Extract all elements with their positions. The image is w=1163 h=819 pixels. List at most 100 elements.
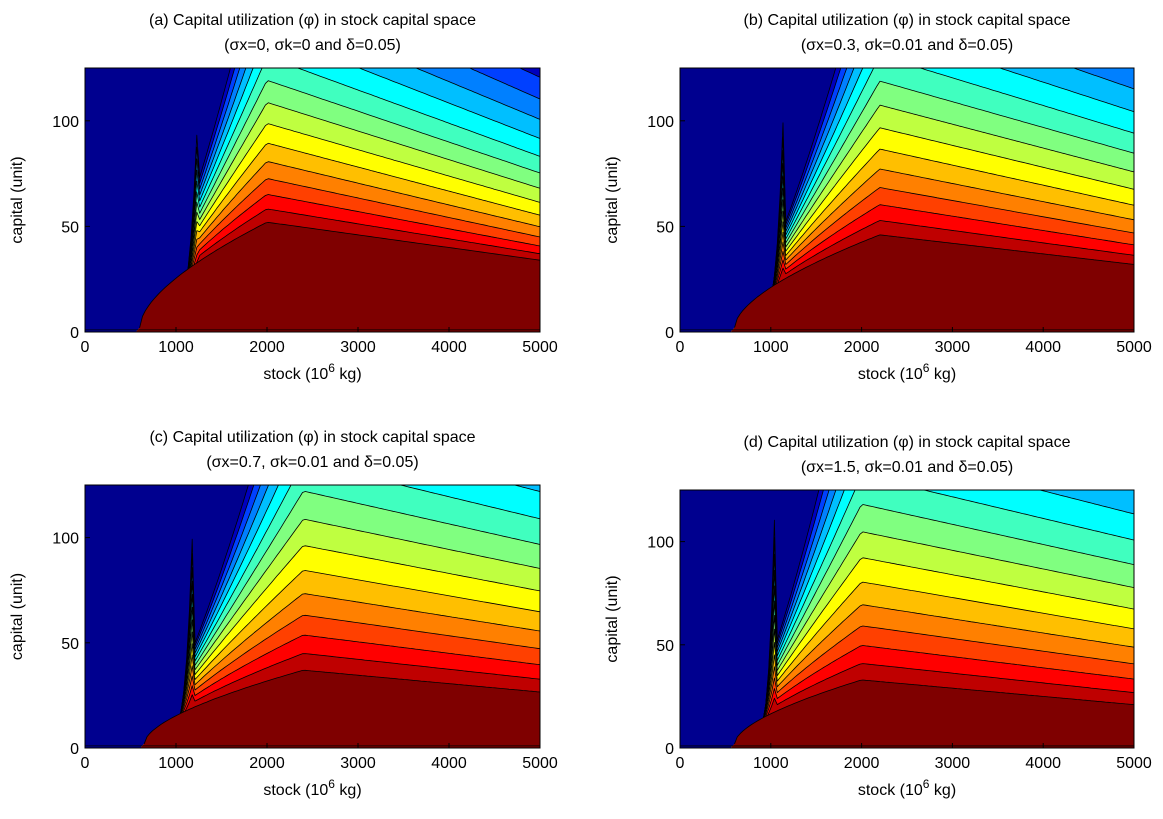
y-tick-label: 50 (656, 219, 674, 236)
contour-line-5 (734, 581, 1134, 745)
y-tick-label: 0 (70, 741, 79, 758)
chart-title: (d) Capital utilization (φ) in stock cap… (744, 434, 1071, 451)
contour-line-6 (734, 127, 1134, 329)
contour-line-7 (144, 519, 540, 745)
panel-b: 0 1000 2000 3000 4000 5000 0 50 100 (b) Capital u… (604, 12, 1152, 383)
chart-title: (a) Capital utilization (φ) in stock cap… (149, 12, 476, 29)
y-tick-label: 50 (61, 219, 79, 236)
x-tick-label: 5000 (522, 339, 558, 356)
contour-plot-area (85, 68, 540, 332)
contour-line-0 (139, 222, 540, 328)
contour-line-6 (144, 545, 540, 745)
x-tick-label: 5000 (522, 755, 558, 772)
x-tick-label: 5000 (1116, 755, 1152, 772)
x-tick-label: 2000 (249, 339, 285, 356)
contour-line-10 (139, 68, 540, 329)
x-tick-label: 0 (676, 755, 685, 772)
contour-line-8 (139, 80, 540, 329)
x-tick-label: 2000 (249, 755, 285, 772)
x-tick-label: 1000 (158, 755, 194, 772)
y-tick-label: 0 (70, 325, 79, 342)
x-tick-label: 1000 (158, 339, 194, 356)
x-tick-label: 4000 (431, 339, 467, 356)
contour-band-0 (730, 234, 1134, 332)
contour-line-11 (139, 68, 540, 329)
contour-line-6 (139, 123, 540, 329)
x-axis-label: stock (106 kg) (858, 777, 956, 799)
y-axis-label: capital (unit) (604, 156, 621, 243)
contour-line-2 (734, 645, 1134, 745)
contour-line-10 (734, 68, 1134, 329)
y-tick-label: 100 (52, 531, 79, 548)
contour-band-0 (730, 680, 1134, 748)
x-axis-label-main: stock (10 (858, 782, 923, 799)
x-tick-label: 1000 (753, 339, 789, 356)
contour-line-0 (734, 234, 1134, 328)
x-axis-label-superscript: 6 (923, 777, 930, 791)
x-axis-label: stock (106 kg) (858, 361, 956, 383)
x-tick-label: 0 (81, 755, 90, 772)
contour-line-12 (734, 490, 830, 745)
x-tick-label: 3000 (935, 339, 971, 356)
axis-frame (679, 67, 1135, 333)
x-axis-label-main: stock (10 (263, 366, 328, 383)
x-tick-label: 0 (676, 339, 685, 356)
contour-line-12 (734, 68, 848, 329)
x-tick-label: 4000 (1025, 339, 1061, 356)
contour-line-5 (144, 570, 540, 745)
axis-frame (679, 489, 1135, 749)
y-tick-label: 50 (61, 636, 79, 653)
x-axis-label: stock (106 kg) (263, 361, 361, 383)
contour-line-4 (734, 604, 1134, 745)
chart-subtitle: (σx=0, σk=0 and δ=0.05) (224, 37, 401, 54)
panel-a: 0 1000 2000 3000 4000 5000 0 50 100 (a) Capital u… (9, 12, 558, 383)
contour-line-14 (734, 490, 820, 745)
y-axis-label: capital (unit) (9, 156, 26, 243)
chart-subtitle: (σx=0.3, σk=0.01 and δ=0.05) (801, 37, 1013, 54)
chart-subtitle: (σx=1.5, σk=0.01 and δ=0.05) (801, 459, 1013, 476)
x-tick-label: 2000 (844, 339, 880, 356)
x-tick-label: 4000 (1025, 755, 1061, 772)
contour-line-8 (734, 80, 1134, 329)
contour-line-1 (139, 208, 540, 329)
y-axis-label: capital (unit) (604, 575, 621, 662)
x-axis-label-unit: kg) (929, 782, 956, 799)
contour-line-4 (734, 168, 1134, 329)
contour-line-2 (144, 634, 540, 745)
contour-line-3 (734, 187, 1134, 329)
contour-line-4 (139, 161, 540, 329)
contour-line-1 (734, 220, 1134, 329)
y-tick-label: 100 (647, 535, 674, 552)
contour-line-13 (139, 68, 540, 329)
x-tick-label: 1000 (753, 755, 789, 772)
contour-line-5 (139, 142, 540, 329)
y-axis-label: capital (unit) (9, 573, 26, 660)
x-axis-label-unit: kg) (929, 366, 956, 383)
axis-frame (84, 67, 541, 333)
x-tick-label: 5000 (1116, 339, 1152, 356)
x-tick-label: 2000 (844, 755, 880, 772)
x-axis-label-main: stock (10 (858, 366, 923, 383)
contour-line-11 (144, 485, 269, 745)
contour-line-14 (144, 485, 249, 745)
contour-line-6 (734, 557, 1134, 745)
x-axis-label: stock (106 kg) (263, 777, 361, 799)
contour-line-8 (734, 504, 1134, 745)
contour-line-3 (734, 625, 1134, 745)
y-tick-label: 50 (656, 638, 674, 655)
contour-line-4 (144, 593, 540, 745)
chart-title: (b) Capital utilization (φ) in stock cap… (744, 12, 1071, 29)
contour-line-11 (734, 68, 1134, 329)
y-tick-label: 0 (665, 741, 674, 758)
contour-line-0 (143, 669, 540, 744)
x-axis-label-superscript: 6 (923, 361, 930, 375)
x-tick-label: 3000 (340, 755, 376, 772)
contour-line-3 (144, 614, 540, 745)
x-axis-label-superscript: 6 (328, 777, 335, 791)
contour-line-13 (734, 68, 842, 329)
x-axis-label-unit: kg) (335, 782, 362, 799)
contour-line-13 (144, 485, 255, 745)
x-axis-label-unit: kg) (335, 366, 362, 383)
y-tick-label: 0 (665, 325, 674, 342)
